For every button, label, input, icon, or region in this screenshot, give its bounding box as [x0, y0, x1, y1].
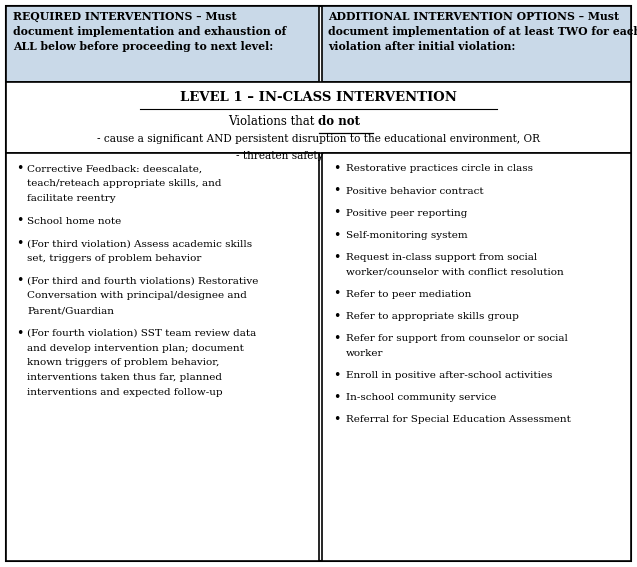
Text: interventions taken thus far, planned: interventions taken thus far, planned [27, 373, 222, 382]
FancyBboxPatch shape [6, 82, 631, 153]
FancyBboxPatch shape [322, 6, 631, 82]
Text: •: • [333, 184, 341, 197]
Text: Refer for support from counselor or social: Refer for support from counselor or soci… [346, 334, 568, 343]
Text: School home note: School home note [27, 217, 122, 226]
Text: teach/reteach appropriate skills, and: teach/reteach appropriate skills, and [27, 179, 222, 188]
Text: Refer to appropriate skills group: Refer to appropriate skills group [346, 312, 519, 321]
Text: - cause a significant AND persistent disruption to the educational environment, : - cause a significant AND persistent dis… [97, 134, 540, 144]
Text: •: • [333, 251, 341, 264]
Text: and develop intervention plan; document: and develop intervention plan; document [27, 344, 244, 353]
Text: (For third and fourth violations) Restorative: (For third and fourth violations) Restor… [27, 277, 259, 286]
Text: •: • [333, 369, 341, 382]
Text: •: • [333, 287, 341, 301]
Text: do not: do not [318, 115, 361, 128]
Text: ADDITIONAL INTERVENTION OPTIONS – Must
document implementation of at least TWO f: ADDITIONAL INTERVENTION OPTIONS – Must d… [328, 11, 637, 52]
Text: Positive peer reporting: Positive peer reporting [346, 209, 468, 218]
Text: •: • [333, 332, 341, 345]
Text: •: • [333, 310, 341, 323]
Text: REQUIRED INTERVENTIONS – Must
document implementation and exhaustion of
ALL belo: REQUIRED INTERVENTIONS – Must document i… [13, 11, 286, 52]
Text: Referral for Special Education Assessment: Referral for Special Education Assessmen… [346, 415, 571, 424]
Text: •: • [16, 214, 24, 227]
Text: Refer to peer mediation: Refer to peer mediation [346, 290, 471, 299]
Text: •: • [333, 413, 341, 426]
Text: •: • [333, 206, 341, 219]
Text: •: • [333, 229, 341, 242]
Text: •: • [333, 391, 341, 404]
Text: •: • [333, 162, 341, 175]
FancyBboxPatch shape [6, 6, 318, 82]
Text: (For fourth violation) SST team review data: (For fourth violation) SST team review d… [27, 329, 257, 338]
Text: worker/counselor with conflict resolution: worker/counselor with conflict resolutio… [346, 268, 564, 277]
Text: Parent/Guardian: Parent/Guardian [27, 306, 115, 315]
Text: •: • [16, 327, 24, 340]
Text: Enroll in positive after-school activities: Enroll in positive after-school activiti… [346, 371, 552, 380]
Text: •: • [16, 237, 24, 250]
Text: worker: worker [346, 349, 383, 358]
Text: - threaten safety: - threaten safety [236, 151, 323, 161]
Text: Corrective Feedback: deescalate,: Corrective Feedback: deescalate, [27, 164, 203, 174]
Text: interventions and expected follow-up: interventions and expected follow-up [27, 388, 223, 397]
Text: •: • [16, 162, 24, 175]
Text: Self-monitoring system: Self-monitoring system [346, 231, 468, 240]
Text: set, triggers of problem behavior: set, triggers of problem behavior [27, 254, 202, 263]
Text: (For third violation) Assess academic skills: (For third violation) Assess academic sk… [27, 239, 252, 248]
Text: •: • [16, 274, 24, 287]
FancyBboxPatch shape [322, 153, 631, 561]
Text: In-school community service: In-school community service [346, 393, 496, 402]
Text: known triggers of problem behavior,: known triggers of problem behavior, [27, 358, 220, 367]
Text: Positive behavior contract: Positive behavior contract [346, 187, 483, 196]
Text: Violations that: Violations that [229, 115, 318, 128]
Text: Restorative practices circle in class: Restorative practices circle in class [346, 164, 533, 174]
FancyBboxPatch shape [6, 153, 318, 561]
Text: LEVEL 1 – IN-CLASS INTERVENTION: LEVEL 1 – IN-CLASS INTERVENTION [180, 91, 457, 104]
Text: facilitate reentry: facilitate reentry [27, 194, 116, 203]
FancyBboxPatch shape [6, 6, 631, 561]
Text: Conversation with principal/designee and: Conversation with principal/designee and [27, 291, 247, 301]
Text: Request in-class support from social: Request in-class support from social [346, 253, 537, 262]
